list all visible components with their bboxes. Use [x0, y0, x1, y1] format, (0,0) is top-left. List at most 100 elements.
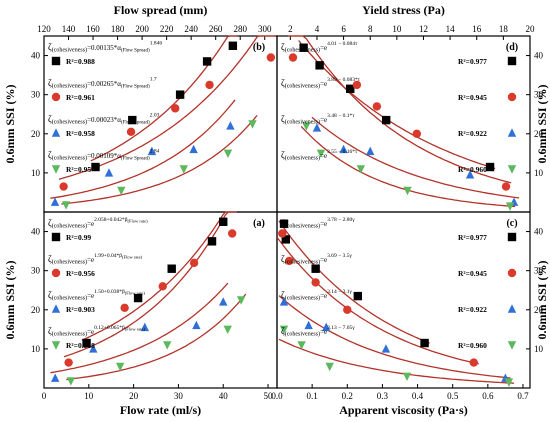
- r-squared-label: R²=0.977: [458, 57, 487, 66]
- y-tick-label: 10: [534, 344, 544, 354]
- y-tick-label: 20: [31, 129, 41, 139]
- data-point: [223, 149, 233, 159]
- data-point: [226, 121, 235, 130]
- data-point: [402, 372, 412, 381]
- fit-curve: [50, 282, 229, 374]
- y-tick-label: 20: [31, 305, 41, 315]
- x-tick-label: 20: [129, 391, 139, 401]
- panel-b: 120 140 160 180 200 220 240 260 280 300 10 20 30 40 ζ(…: [31, 24, 278, 213]
- data-point: [171, 104, 180, 113]
- x-tick-label: 18: [499, 24, 509, 34]
- data-point: [227, 229, 237, 238]
- data-point: [302, 122, 311, 131]
- fit-curve: [66, 293, 247, 381]
- data-point: [343, 305, 352, 314]
- data-point: [82, 338, 91, 348]
- panel-label: (a): [253, 218, 265, 229]
- y-axis-title-top-left: 0.6mm SSI (%): [3, 84, 17, 163]
- data-point: [128, 115, 137, 125]
- r-squared-label: R²=0.922: [458, 305, 487, 314]
- x-tick-label: 0.7: [517, 391, 529, 401]
- r-squared-label: R²=0.945: [458, 269, 487, 278]
- r-squared-label: R²=0.903: [66, 305, 95, 314]
- data-point: [316, 149, 326, 159]
- legend-marker: [507, 128, 517, 137]
- x-tick-label: 0: [42, 391, 47, 401]
- x-tick-label: 0.0: [271, 391, 283, 401]
- data-point: [50, 197, 60, 206]
- equation-label: ζ(cohesiveness)=e0.12+0.065*β(Flow rate): [48, 325, 145, 338]
- data-point: [279, 219, 289, 228]
- panel-d: 2 4 6 8 10 12 14 16 18 20 10 20 30 40 ζ(cohesiveness)=…: [276, 24, 544, 213]
- data-point: [412, 129, 422, 138]
- data-point: [51, 373, 60, 382]
- y-tick-label: 30: [31, 90, 41, 100]
- x-tick-label: 10: [392, 24, 402, 34]
- data-point: [66, 377, 76, 386]
- data-point: [420, 338, 429, 348]
- r-squared-label: R²=0.99: [66, 233, 91, 242]
- equation-label: ζ(cohesiveness)=e1.50+0.038*β(Flow rate): [48, 289, 145, 302]
- x-tick-label: 0.1: [307, 391, 318, 401]
- x-tick-label: 4: [315, 24, 320, 34]
- fit-curve: [50, 99, 236, 199]
- r-squared-label: R²=0.958: [66, 129, 95, 138]
- y-tick-label: 20: [534, 305, 544, 315]
- x-axis-title-top-right: Yield stress (Pa): [362, 3, 445, 17]
- data-point: [147, 146, 157, 156]
- data-point: [179, 165, 188, 174]
- equation-label: ζ(cohesiveness)=e3.89 − 0.083*τ: [281, 77, 361, 90]
- x-tick-label: 260: [209, 24, 223, 34]
- fit-curve: [298, 40, 496, 170]
- y-axis-title-top-right: 0.6mm SSI (%): [535, 84, 549, 163]
- y-tick-label: 30: [31, 266, 41, 276]
- fit-curve: [61, 114, 258, 205]
- data-point: [311, 278, 320, 287]
- fit-curve: [278, 220, 430, 344]
- data-point: [140, 322, 150, 332]
- y-tick-label: 40: [31, 51, 41, 61]
- data-point: [325, 362, 334, 372]
- fit-curve: [278, 295, 511, 379]
- legend-marker: [507, 92, 517, 102]
- data-point: [59, 182, 68, 191]
- x-tick-label: 6: [341, 24, 346, 34]
- data-point: [120, 303, 129, 313]
- data-point: [189, 144, 198, 154]
- x-tick-label: 12: [419, 24, 428, 34]
- data-point: [279, 297, 289, 306]
- x-tick-label: 16: [472, 24, 482, 34]
- data-point: [299, 43, 308, 52]
- x-tick-label: 0.3: [377, 391, 389, 401]
- equation-label: ζ(cohesiveness)=0.00109*α(Flow Spread)2.…: [48, 149, 160, 162]
- x-tick-label: 0.5: [447, 391, 459, 401]
- data-point: [339, 144, 348, 154]
- legend-marker: [51, 92, 61, 102]
- fit-curve: [311, 116, 520, 199]
- y-tick-label: 40: [534, 227, 544, 237]
- data-point: [202, 57, 212, 66]
- x-tick-label: 280: [233, 24, 247, 34]
- data-point: [158, 282, 167, 291]
- y-tick-label: 10: [31, 168, 41, 178]
- fit-curve: [90, 35, 238, 162]
- panel-label: (b): [253, 42, 265, 53]
- legend-marker: [507, 341, 517, 350]
- data-point: [353, 291, 363, 301]
- data-point: [189, 258, 199, 268]
- legend-marker: [51, 128, 61, 137]
- r-squared-label: R²=0.918: [66, 341, 95, 350]
- y-tick-label: 10: [31, 344, 41, 354]
- x-tick-label: 8: [368, 24, 373, 34]
- x-axis-title-bottom-left: Flow rate (ml/s): [120, 403, 201, 417]
- data-point: [311, 264, 320, 273]
- y-tick-label: 40: [31, 227, 41, 237]
- legend-marker: [51, 304, 61, 313]
- r-squared-label: R²=0.961: [66, 93, 95, 102]
- legend-marker: [51, 165, 61, 174]
- legend-marker: [51, 232, 61, 242]
- panel-frame: [276, 211, 531, 389]
- data-point: [228, 41, 238, 50]
- legend-marker: [507, 304, 517, 313]
- r-squared-label: R²=0.960: [458, 165, 487, 174]
